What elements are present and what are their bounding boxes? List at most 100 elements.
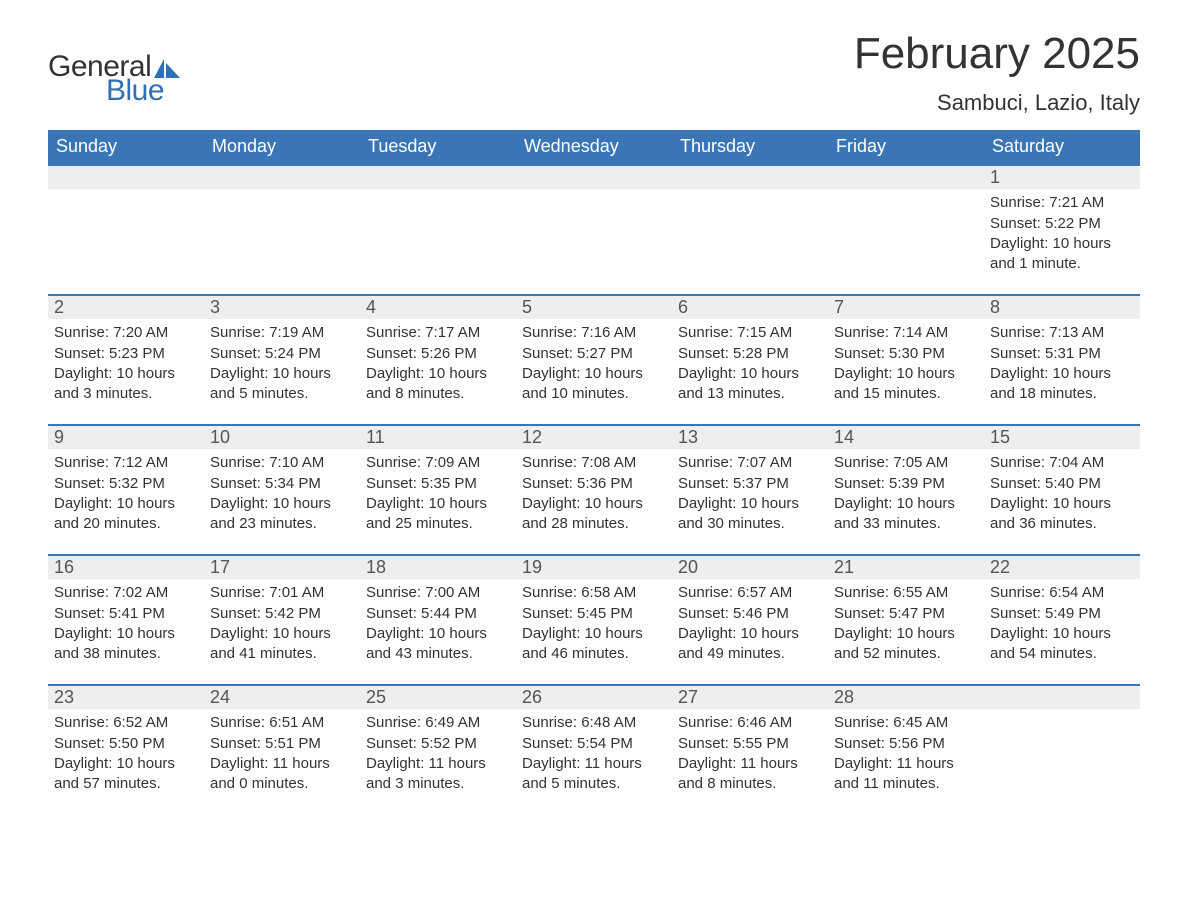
sunrise-text: Sunrise: 6:57 AM xyxy=(678,583,822,603)
daylight-line1: Daylight: 10 hours xyxy=(54,624,198,644)
day-cell-empty xyxy=(828,193,984,274)
header: General Blue February 2025 Sambuci, Lazi… xyxy=(48,30,1140,116)
daylight-line2: and 28 minutes. xyxy=(522,514,666,534)
day-cell: Sunrise: 7:05 AMSunset: 5:39 PMDaylight:… xyxy=(828,453,984,534)
sunrise-text: Sunrise: 7:16 AM xyxy=(522,323,666,343)
day-number: 2 xyxy=(48,296,204,319)
day-number: 21 xyxy=(828,556,984,579)
sunset-text: Sunset: 5:24 PM xyxy=(210,344,354,364)
daylight-line1: Daylight: 10 hours xyxy=(678,494,822,514)
sunset-text: Sunset: 5:56 PM xyxy=(834,734,978,754)
day-cell: Sunrise: 7:12 AMSunset: 5:32 PMDaylight:… xyxy=(48,453,204,534)
day-number: 14 xyxy=(828,426,984,449)
day-number: 27 xyxy=(672,686,828,709)
sunset-text: Sunset: 5:34 PM xyxy=(210,474,354,494)
week-row: 9101112131415 Sunrise: 7:12 AMSunset: 5:3… xyxy=(48,424,1140,534)
weeks-container: 1Sunrise: 7:21 AMSunset: 5:22 PMDaylight… xyxy=(48,164,1140,794)
day-cell: Sunrise: 7:13 AMSunset: 5:31 PMDaylight:… xyxy=(984,323,1140,404)
weekday-saturday: Saturday xyxy=(984,130,1140,164)
day-cell: Sunrise: 6:48 AMSunset: 5:54 PMDaylight:… xyxy=(516,713,672,794)
sunset-text: Sunset: 5:30 PM xyxy=(834,344,978,364)
sunset-text: Sunset: 5:45 PM xyxy=(522,604,666,624)
day-number: 22 xyxy=(984,556,1140,579)
daylight-line1: Daylight: 10 hours xyxy=(210,494,354,514)
day-number: 20 xyxy=(672,556,828,579)
day-cell-empty xyxy=(204,193,360,274)
day-cell: Sunrise: 7:08 AMSunset: 5:36 PMDaylight:… xyxy=(516,453,672,534)
day-cell: Sunrise: 6:46 AMSunset: 5:55 PMDaylight:… xyxy=(672,713,828,794)
daynum-strip: 9101112131415 xyxy=(48,424,1140,449)
sunset-text: Sunset: 5:50 PM xyxy=(54,734,198,754)
sunrise-text: Sunrise: 6:45 AM xyxy=(834,713,978,733)
daylight-line2: and 52 minutes. xyxy=(834,644,978,664)
calendar-page: General Blue February 2025 Sambuci, Lazi… xyxy=(0,0,1188,834)
day-cell: Sunrise: 7:15 AMSunset: 5:28 PMDaylight:… xyxy=(672,323,828,404)
daydata-row: Sunrise: 7:12 AMSunset: 5:32 PMDaylight:… xyxy=(48,449,1140,534)
day-number: 16 xyxy=(48,556,204,579)
day-number xyxy=(984,686,1140,709)
sunset-text: Sunset: 5:41 PM xyxy=(54,604,198,624)
weekday-wednesday: Wednesday xyxy=(516,130,672,164)
day-cell-empty xyxy=(360,193,516,274)
daylight-line1: Daylight: 11 hours xyxy=(678,754,822,774)
daylight-line2: and 33 minutes. xyxy=(834,514,978,534)
day-number: 10 xyxy=(204,426,360,449)
daylight-line2: and 15 minutes. xyxy=(834,384,978,404)
day-cell: Sunrise: 7:01 AMSunset: 5:42 PMDaylight:… xyxy=(204,583,360,664)
daylight-line2: and 5 minutes. xyxy=(522,774,666,794)
day-number: 1 xyxy=(984,166,1140,189)
sunrise-text: Sunrise: 7:04 AM xyxy=(990,453,1134,473)
daylight-line2: and 20 minutes. xyxy=(54,514,198,534)
day-cell: Sunrise: 6:54 AMSunset: 5:49 PMDaylight:… xyxy=(984,583,1140,664)
daydata-row: Sunrise: 7:21 AMSunset: 5:22 PMDaylight:… xyxy=(48,189,1140,274)
day-cell: Sunrise: 7:07 AMSunset: 5:37 PMDaylight:… xyxy=(672,453,828,534)
day-number: 24 xyxy=(204,686,360,709)
day-cell: Sunrise: 6:55 AMSunset: 5:47 PMDaylight:… xyxy=(828,583,984,664)
daylight-line1: Daylight: 10 hours xyxy=(210,364,354,384)
day-cell: Sunrise: 7:02 AMSunset: 5:41 PMDaylight:… xyxy=(48,583,204,664)
sunset-text: Sunset: 5:49 PM xyxy=(990,604,1134,624)
daylight-line2: and 54 minutes. xyxy=(990,644,1134,664)
sunrise-text: Sunrise: 6:46 AM xyxy=(678,713,822,733)
sail-icon xyxy=(153,57,181,79)
day-cell: Sunrise: 6:45 AMSunset: 5:56 PMDaylight:… xyxy=(828,713,984,794)
sunset-text: Sunset: 5:51 PM xyxy=(210,734,354,754)
sunrise-text: Sunrise: 7:15 AM xyxy=(678,323,822,343)
daynum-strip: 232425262728 xyxy=(48,684,1140,709)
day-cell: Sunrise: 7:09 AMSunset: 5:35 PMDaylight:… xyxy=(360,453,516,534)
daylight-line2: and 46 minutes. xyxy=(522,644,666,664)
daylight-line1: Daylight: 10 hours xyxy=(366,364,510,384)
daylight-line1: Daylight: 10 hours xyxy=(834,494,978,514)
week-row: 232425262728 Sunrise: 6:52 AMSunset: 5:50… xyxy=(48,684,1140,794)
daylight-line1: Daylight: 10 hours xyxy=(834,364,978,384)
daylight-line2: and 3 minutes. xyxy=(366,774,510,794)
sunset-text: Sunset: 5:26 PM xyxy=(366,344,510,364)
sunrise-text: Sunrise: 7:13 AM xyxy=(990,323,1134,343)
day-number: 18 xyxy=(360,556,516,579)
daylight-line1: Daylight: 11 hours xyxy=(210,754,354,774)
day-number: 12 xyxy=(516,426,672,449)
weekday-monday: Monday xyxy=(204,130,360,164)
sunrise-text: Sunrise: 7:09 AM xyxy=(366,453,510,473)
day-cell: Sunrise: 6:52 AMSunset: 5:50 PMDaylight:… xyxy=(48,713,204,794)
sunrise-text: Sunrise: 7:10 AM xyxy=(210,453,354,473)
day-cell-empty xyxy=(48,193,204,274)
daylight-line2: and 38 minutes. xyxy=(54,644,198,664)
daylight-line1: Daylight: 10 hours xyxy=(54,364,198,384)
sunrise-text: Sunrise: 7:00 AM xyxy=(366,583,510,603)
daylight-line2: and 30 minutes. xyxy=(678,514,822,534)
sunset-text: Sunset: 5:31 PM xyxy=(990,344,1134,364)
sunset-text: Sunset: 5:47 PM xyxy=(834,604,978,624)
daylight-line2: and 23 minutes. xyxy=(210,514,354,534)
daylight-line1: Daylight: 10 hours xyxy=(366,624,510,644)
brand-blue: Blue xyxy=(106,74,164,108)
day-cell: Sunrise: 7:20 AMSunset: 5:23 PMDaylight:… xyxy=(48,323,204,404)
daylight-line1: Daylight: 10 hours xyxy=(522,624,666,644)
day-cell-empty xyxy=(984,713,1140,794)
day-cell: Sunrise: 7:19 AMSunset: 5:24 PMDaylight:… xyxy=(204,323,360,404)
location: Sambuci, Lazio, Italy xyxy=(854,90,1140,116)
daylight-line2: and 18 minutes. xyxy=(990,384,1134,404)
sunset-text: Sunset: 5:27 PM xyxy=(522,344,666,364)
day-cell: Sunrise: 7:16 AMSunset: 5:27 PMDaylight:… xyxy=(516,323,672,404)
day-number: 4 xyxy=(360,296,516,319)
